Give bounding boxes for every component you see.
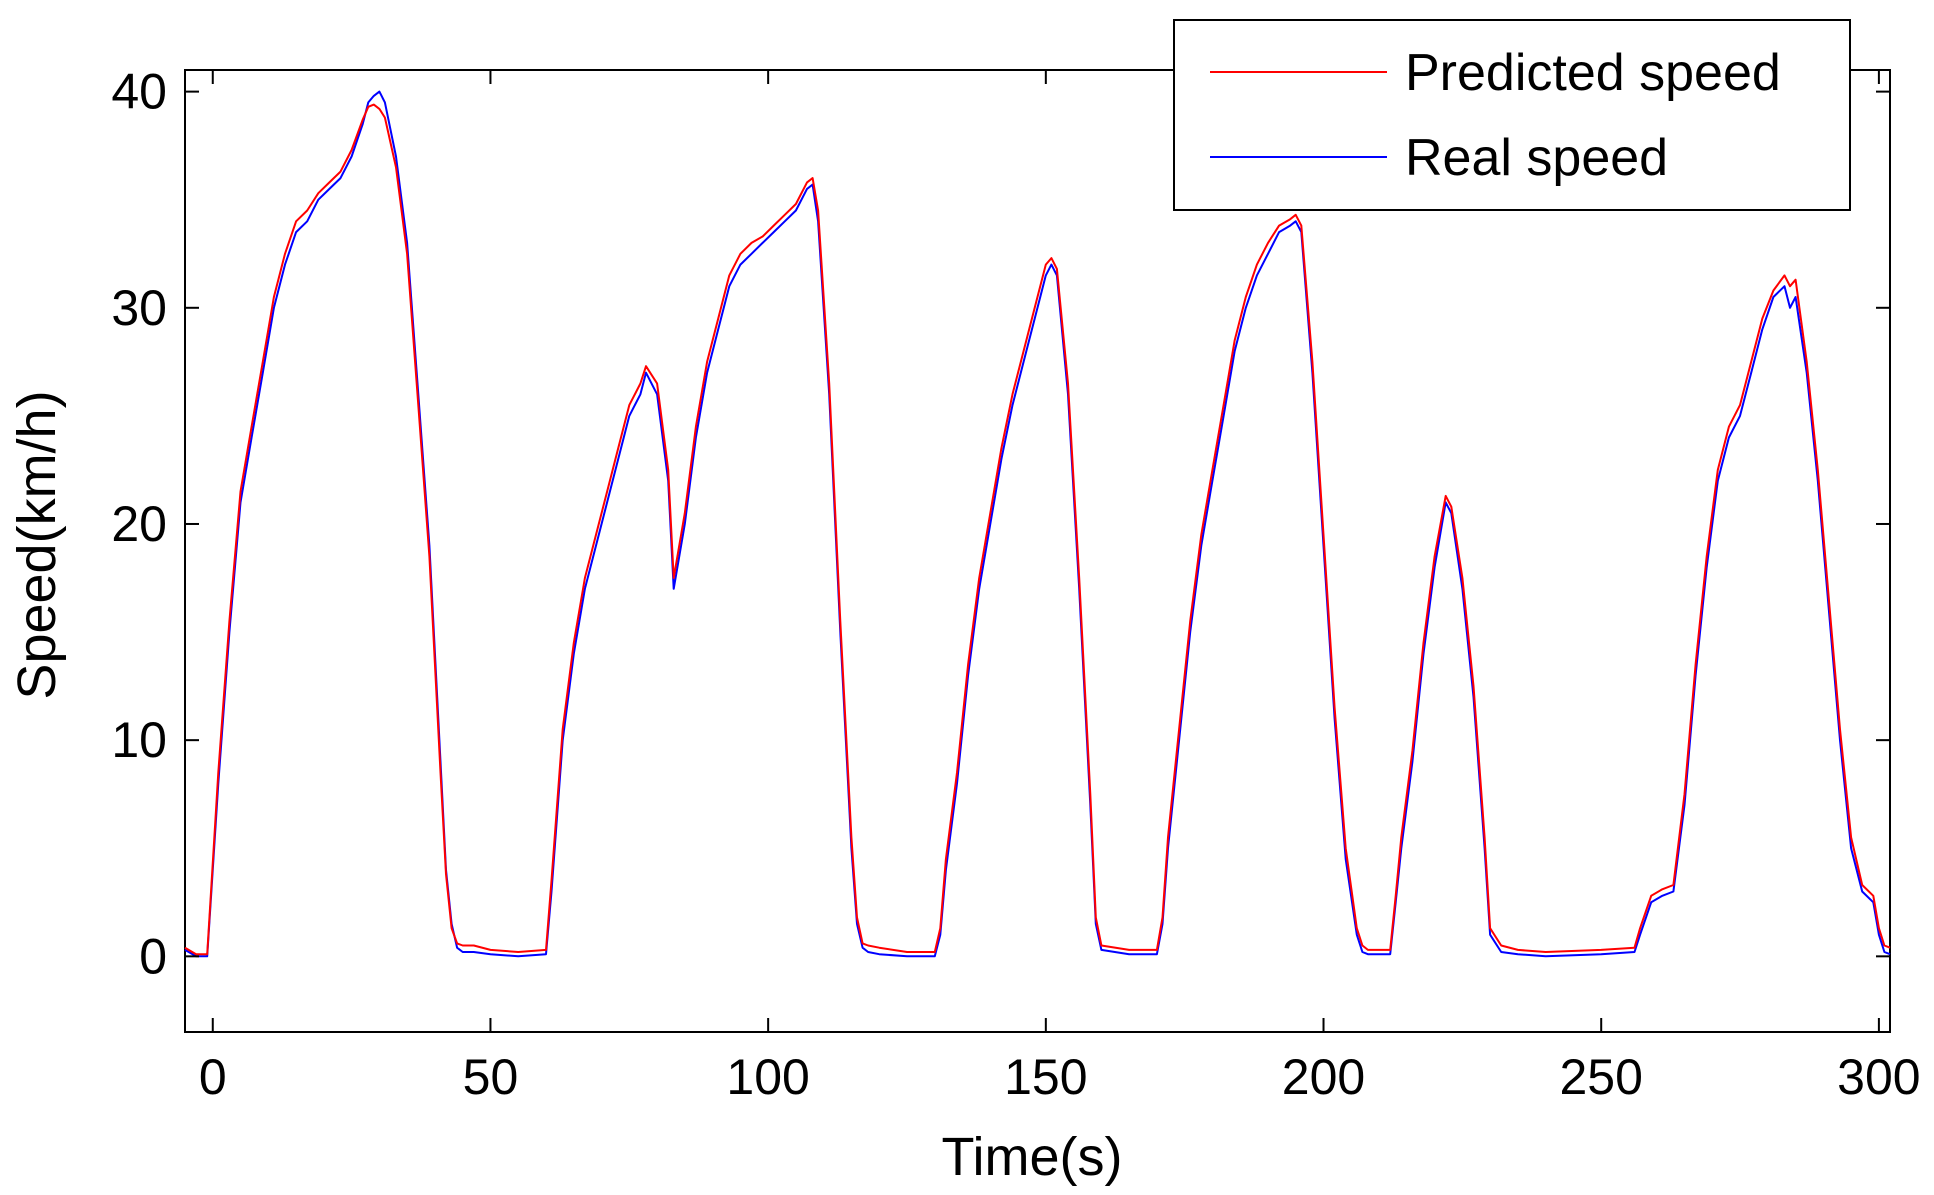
x-tick-label: 200 xyxy=(1282,1049,1365,1105)
series-line-predicted-speed xyxy=(184,103,1891,956)
tick-layer: 0 50 100 150 200 250 300 0 10 20 30 40 xyxy=(111,64,1920,1105)
legend-label-real-speed: Real speed xyxy=(1405,129,1668,187)
y-axis-title: Speed(km/h) xyxy=(7,390,67,699)
plot-frame xyxy=(184,69,1891,1033)
y-tick-label: 30 xyxy=(111,280,167,336)
y-tick-label: 40 xyxy=(111,64,167,120)
series-layer xyxy=(184,90,1891,958)
x-tick-label: 0 xyxy=(199,1049,227,1105)
legend-box xyxy=(1173,19,1851,211)
x-tick-label: 250 xyxy=(1559,1049,1642,1105)
x-tick-label: 300 xyxy=(1837,1049,1920,1105)
legend-label-predicted-speed: Predicted speed xyxy=(1405,44,1781,102)
legend: Predicted speed Real speed xyxy=(1173,19,1851,211)
x-axis-title: Time(s) xyxy=(942,1127,1123,1187)
y-tick-label: 20 xyxy=(111,496,167,552)
y-tick-label: 0 xyxy=(139,928,167,984)
x-tick-label: 50 xyxy=(463,1049,519,1105)
x-tick-label: 150 xyxy=(1004,1049,1087,1105)
x-tick-label: 100 xyxy=(726,1049,809,1105)
y-tick-label: 10 xyxy=(111,712,167,768)
